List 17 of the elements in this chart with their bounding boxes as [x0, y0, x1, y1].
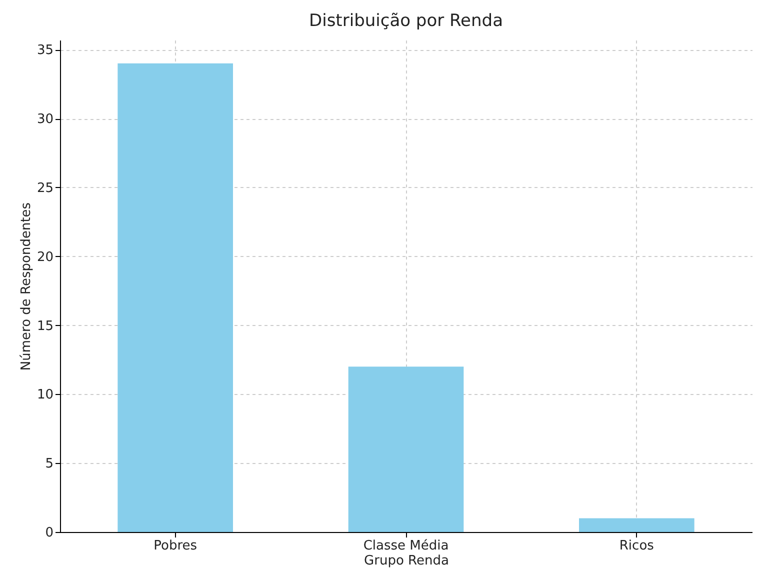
y-tick-label: 25 — [36, 180, 54, 196]
y-axis-title: Número de Respondentes — [18, 202, 34, 371]
x-tick-label: Pobres — [154, 538, 198, 554]
x-tick-label: Classe Média — [363, 538, 449, 554]
y-tick-label: 35 — [36, 43, 54, 58]
y-tick-label: 15 — [36, 318, 54, 334]
x-axis-title: Grupo Renda — [364, 554, 449, 568]
y-tick-label: 0 — [45, 526, 54, 540]
chart-title: Distribuição por Renda — [309, 11, 503, 31]
bar — [118, 63, 233, 532]
bar — [579, 518, 694, 532]
y-tick-label: 30 — [36, 112, 54, 128]
y-tick-label: 20 — [36, 250, 54, 265]
bar — [348, 366, 464, 532]
x-tick-label: Ricos — [619, 538, 654, 554]
y-tick-label: 5 — [45, 456, 54, 472]
y-tick-label: 10 — [36, 388, 54, 403]
